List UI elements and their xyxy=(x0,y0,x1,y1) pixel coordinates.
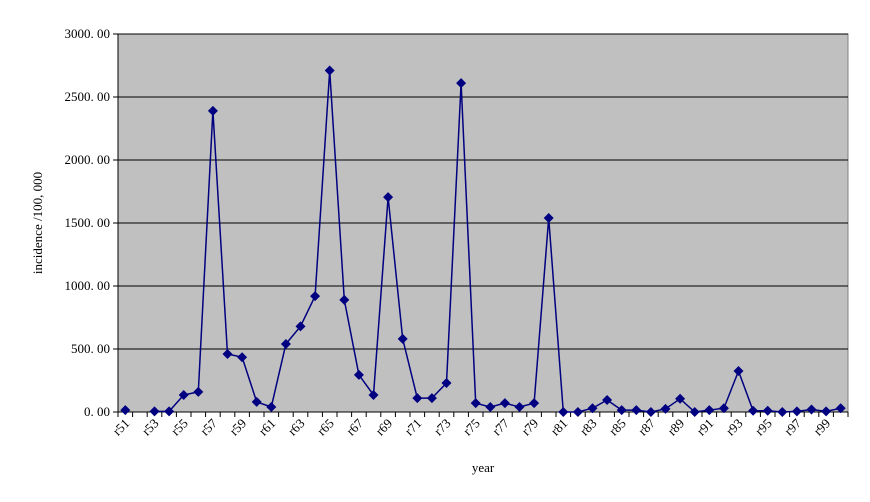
marker xyxy=(777,407,788,417)
marker xyxy=(353,369,364,380)
marker xyxy=(514,401,525,412)
x-tick-label: r75 xyxy=(460,416,483,439)
marker xyxy=(602,395,613,406)
marker xyxy=(149,406,160,417)
marker xyxy=(164,406,175,417)
x-tick-label: r57 xyxy=(197,415,220,438)
marker xyxy=(193,386,204,397)
x-tick-label: r55 xyxy=(168,416,191,439)
marker xyxy=(733,366,744,377)
x-tick-label: r99 xyxy=(810,416,833,439)
marker xyxy=(645,407,656,417)
x-tick-label: r95 xyxy=(752,416,775,439)
x-tick-label: r97 xyxy=(781,415,804,438)
marker xyxy=(456,78,467,89)
marker xyxy=(791,406,802,417)
marker xyxy=(748,405,759,416)
x-tick-label: r71 xyxy=(402,416,425,439)
x-tick-label: r91 xyxy=(694,416,717,439)
x-tick-label: r93 xyxy=(723,416,746,439)
x-tick-label: r85 xyxy=(606,416,629,439)
marker xyxy=(704,405,715,416)
y-axis-title: incidence /100, 000 xyxy=(30,172,45,274)
marker xyxy=(280,338,291,349)
marker xyxy=(587,403,598,414)
x-tick-label: r51 xyxy=(110,416,133,439)
y-tick-label: 1500. 00 xyxy=(65,215,111,230)
marker xyxy=(207,105,218,116)
marker xyxy=(178,389,189,400)
y-tick-label: 2000. 00 xyxy=(65,152,111,167)
marker xyxy=(821,406,832,417)
marker xyxy=(339,294,350,305)
marker xyxy=(383,192,394,203)
x-tick-label: r87 xyxy=(635,415,658,438)
marker xyxy=(675,393,686,404)
x-axis-title: year xyxy=(472,460,495,475)
x-tick-label: r89 xyxy=(664,416,687,439)
marker xyxy=(558,407,569,417)
y-tick-label: 0. 00 xyxy=(84,404,110,419)
marker xyxy=(310,291,321,302)
x-tick-label: r69 xyxy=(372,416,395,439)
marker xyxy=(529,398,540,409)
x-tick-label: r61 xyxy=(256,416,279,439)
x-tick-label: r63 xyxy=(285,416,308,439)
y-tick-label: 3000. 00 xyxy=(65,26,111,41)
marker xyxy=(762,405,773,416)
marker xyxy=(441,378,452,389)
x-tick-label: r59 xyxy=(226,416,249,439)
marker xyxy=(499,398,510,409)
marker xyxy=(470,398,481,409)
marker xyxy=(368,389,379,400)
marker xyxy=(485,401,496,412)
x-tick-label: r73 xyxy=(431,416,454,439)
marker xyxy=(222,349,233,360)
marker xyxy=(631,405,642,416)
marker xyxy=(572,407,583,417)
marker xyxy=(689,407,700,417)
marker xyxy=(426,393,437,404)
x-tick-label: r83 xyxy=(577,416,600,439)
marker xyxy=(806,404,817,415)
y-tick-label: 500. 00 xyxy=(71,341,110,356)
x-tick-label: r67 xyxy=(343,415,366,438)
y-tick-label: 2500. 00 xyxy=(65,89,111,104)
x-tick-label: r53 xyxy=(139,416,162,439)
marker xyxy=(237,352,248,363)
x-tick-label: r79 xyxy=(518,416,541,439)
marker xyxy=(412,393,423,404)
marker xyxy=(660,403,671,414)
marker xyxy=(120,405,131,416)
y-tick-label: 1000. 00 xyxy=(65,278,111,293)
marker xyxy=(266,401,277,412)
marker xyxy=(835,403,846,414)
x-tick-label: r81 xyxy=(548,416,571,439)
marker xyxy=(616,405,627,416)
marker xyxy=(543,212,554,223)
marker xyxy=(718,403,729,414)
marker xyxy=(251,396,262,407)
marker xyxy=(324,65,335,76)
x-tick-label: r65 xyxy=(314,416,337,439)
marker xyxy=(397,333,408,344)
x-tick-label: r77 xyxy=(489,415,512,438)
marker xyxy=(295,321,306,332)
